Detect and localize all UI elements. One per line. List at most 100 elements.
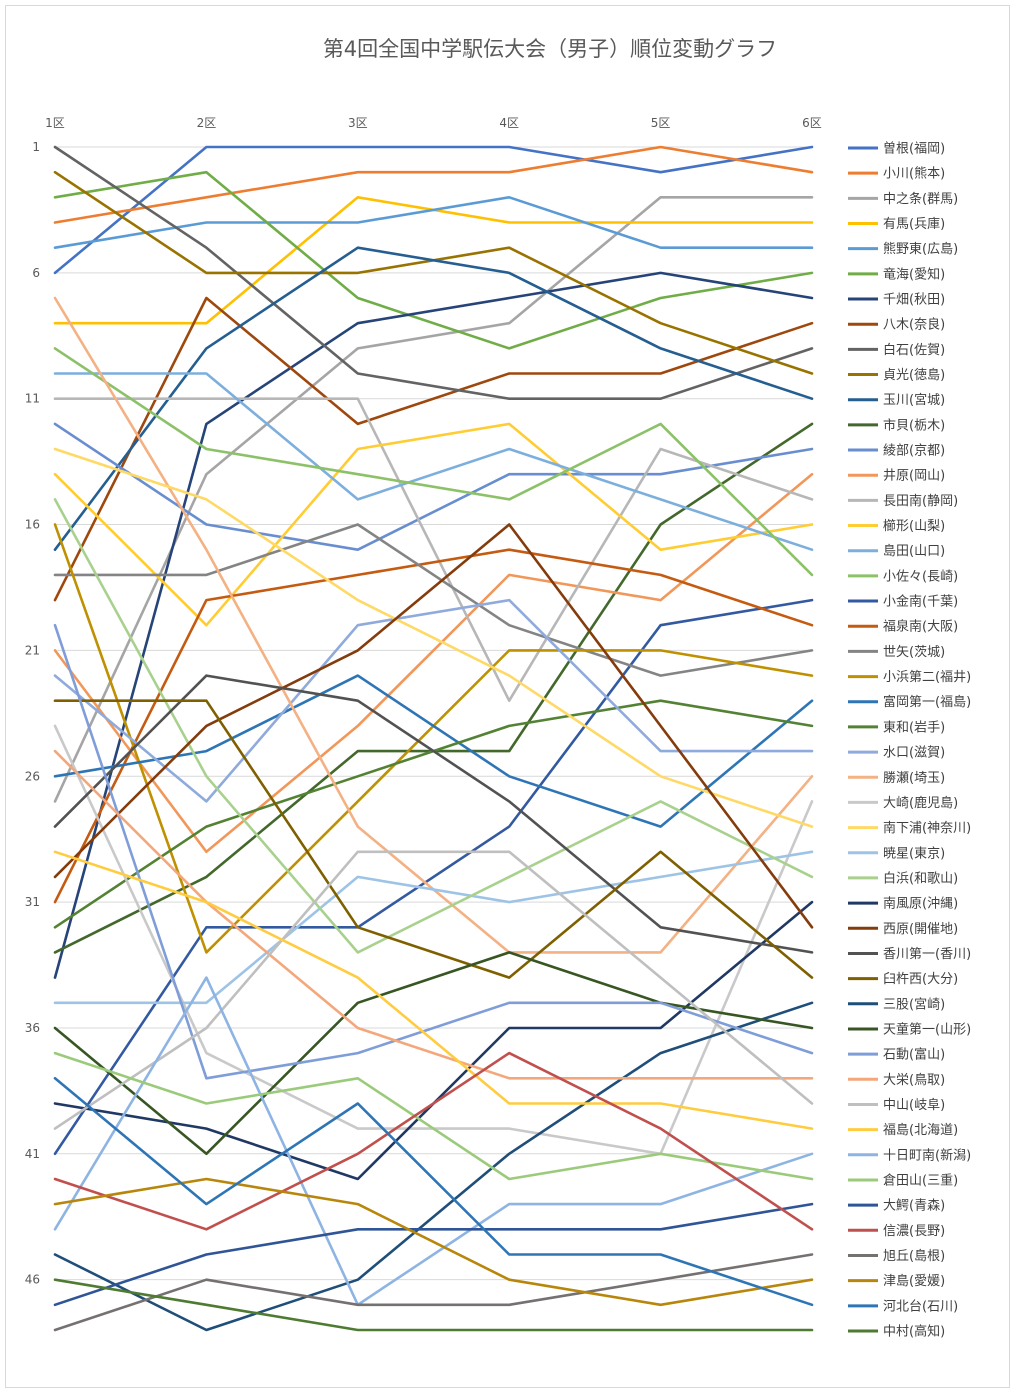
legend-label: 南下浦(神奈川) — [883, 820, 971, 836]
x-tick-label: 1区 — [45, 116, 65, 130]
legend-label: 倉田山(三重) — [883, 1172, 958, 1188]
legend-label: 中之条(群馬) — [883, 191, 958, 207]
series-line — [53, 523, 814, 677]
series-line — [53, 951, 814, 1156]
series-line — [53, 296, 814, 602]
series-line — [53, 976, 814, 1307]
series-line — [53, 196, 814, 249]
series-line — [53, 397, 814, 703]
y-tick-label: 41 — [25, 1147, 40, 1161]
legend-label: 貞光(徳島) — [883, 368, 945, 383]
legend-label: 大崎(鹿児島) — [883, 795, 958, 811]
legend-label: 福泉南(大阪) — [883, 619, 958, 635]
x-tick-label: 6区 — [802, 116, 822, 130]
series-line — [53, 1253, 814, 1332]
y-tick-label: 6 — [32, 266, 40, 280]
legend-label: 大栄(鳥取) — [883, 1073, 945, 1088]
y-tick-label: 36 — [25, 1021, 40, 1035]
legend-label: 島田(山口) — [883, 544, 945, 559]
series-line — [53, 749, 814, 1080]
x-axis-labels: 1区 2区 3区 4区 5区 6区 — [45, 116, 822, 130]
y-tick-label: 26 — [25, 769, 40, 783]
legend-label: 臼杵西(大分) — [883, 972, 958, 987]
series-line — [53, 347, 814, 577]
legend-label: 小佐々(長崎) — [883, 569, 958, 584]
x-tick-label: 4区 — [499, 116, 519, 130]
x-tick-label: 3区 — [348, 116, 368, 130]
series-line — [53, 699, 814, 929]
legend-label: 十日町南(新潟) — [883, 1147, 971, 1163]
legend-label: 白石(佐賀) — [883, 342, 945, 358]
series-line — [53, 422, 814, 954]
legend-label: 八木(奈良) — [883, 317, 945, 333]
legend-label: 千畑(秋田) — [883, 293, 945, 308]
legend-label: 旭丘(島根) — [883, 1249, 945, 1264]
series-line — [53, 1202, 814, 1307]
series-line — [53, 548, 814, 904]
y-tick-label: 46 — [25, 1273, 40, 1287]
legend-label: 竜海(愛知) — [883, 266, 945, 282]
series-line — [53, 170, 814, 350]
legend-label: 小浜第二(福井) — [883, 670, 971, 685]
legend-label: 西原(開催地) — [883, 922, 958, 937]
legend-label: 東和(岩手) — [883, 719, 945, 735]
series-line — [53, 196, 814, 803]
series-line — [53, 422, 814, 627]
series-line — [53, 598, 814, 803]
series-line — [53, 472, 814, 854]
legend-label: 白浜(和歌山) — [883, 870, 958, 886]
y-tick-label: 11 — [25, 392, 40, 406]
y-tick-label: 31 — [25, 895, 40, 909]
series-line — [53, 296, 814, 954]
legend-label: 大鰐(青森) — [883, 1199, 945, 1214]
series-line — [53, 1001, 814, 1332]
legend-label: 小川(熊本) — [883, 166, 945, 182]
series-line — [53, 1051, 814, 1181]
legend-label: 三股(宮崎) — [883, 996, 945, 1012]
legend-label: 熊野東(広島) — [883, 241, 958, 257]
legend-label: 南風原(沖縄) — [883, 896, 958, 912]
legend: 曽根(福岡) 小川(熊本) 中之条(群馬) 有馬(兵庫) 熊野東(広島) 竜海(愛知) 千畑… — [848, 142, 971, 1339]
y-tick-label: 1 — [32, 140, 40, 154]
series-line — [53, 1077, 814, 1307]
series-line — [53, 145, 814, 224]
series-line — [53, 850, 814, 1130]
legend-label: 石動(富山) — [883, 1047, 945, 1063]
legend-label: 信濃(長野) — [883, 1224, 945, 1239]
legend-label: 井原(岡山) — [883, 469, 945, 484]
y-tick-label: 16 — [25, 518, 40, 532]
series-line — [53, 1051, 814, 1231]
series-line — [53, 447, 814, 828]
legend-label: 綾部(京都) — [883, 443, 945, 459]
series-line — [53, 850, 814, 1130]
legend-label: 津島(愛媛) — [883, 1274, 945, 1289]
legend-label: 香川第一(香川) — [883, 947, 971, 962]
series-line — [53, 598, 814, 1156]
legend-label: 櫛形(山梨) — [883, 519, 945, 534]
series-line — [53, 145, 814, 275]
series-line — [53, 623, 814, 1080]
chart-title: 第4回全国中学駅伝大会（男子）順位変動グラフ — [322, 37, 778, 61]
series-line — [53, 145, 814, 401]
y-tick-label: 21 — [25, 643, 40, 657]
legend-label: 暁星(東京) — [883, 845, 945, 861]
legend-label: 中村(高知) — [883, 1323, 945, 1339]
legend-label: 玉川(宮城) — [883, 392, 945, 408]
series-line — [53, 674, 814, 954]
legend-label: 曽根(福岡) — [883, 142, 945, 157]
legend-label: 中山(岐阜) — [883, 1097, 945, 1113]
legend-label: 天童第一(山形) — [883, 1021, 971, 1037]
legend-label: 世矢(茨城) — [883, 645, 945, 660]
series-line — [53, 498, 814, 954]
legend-label: 有馬(兵庫) — [883, 217, 945, 232]
series-line — [53, 246, 814, 552]
x-tick-label: 2区 — [197, 116, 217, 130]
legend-label: 水口(滋賀) — [883, 746, 945, 761]
series-lines — [53, 145, 814, 1332]
series-line — [53, 850, 814, 1005]
gridlines — [55, 146, 812, 1281]
legend-label: 福島(北海道) — [883, 1123, 958, 1138]
x-tick-label: 5区 — [651, 116, 671, 130]
